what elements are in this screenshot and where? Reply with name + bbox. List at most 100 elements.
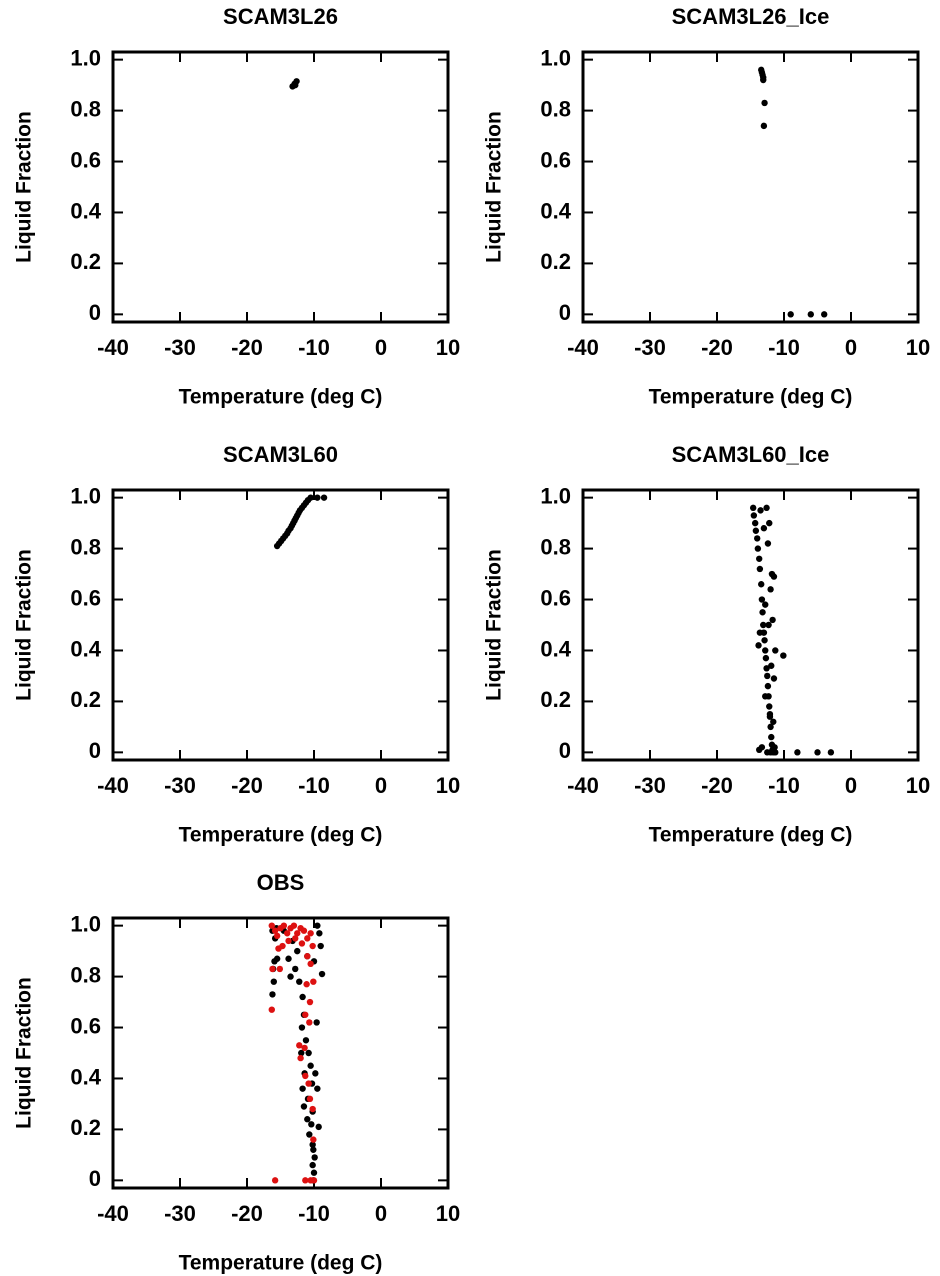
point: [807, 311, 814, 318]
point: [771, 744, 778, 751]
y-tick-label: 0: [89, 300, 101, 325]
point: [320, 494, 328, 501]
y-tick-label: 0.4: [70, 1064, 101, 1089]
y-tick-label: 1.0: [70, 45, 101, 70]
point: [273, 932, 281, 940]
point: [302, 1037, 310, 1044]
x-tick-label: -10: [298, 773, 330, 798]
point: [751, 519, 759, 527]
x-tick-label: -10: [298, 1201, 330, 1226]
point: [308, 1121, 315, 1128]
panel-title: SCAM3L26: [223, 4, 338, 29]
y-tick-label: 0: [89, 1166, 101, 1191]
point: [307, 494, 314, 501]
x-axis-label: Temperature (deg C): [179, 1252, 383, 1275]
point: [284, 930, 291, 937]
point: [304, 1116, 311, 1123]
y-tick-label: 1.0: [540, 45, 571, 70]
point: [302, 1177, 309, 1184]
y-tick-label: 1.0: [70, 483, 101, 508]
point: [749, 504, 757, 512]
point: [314, 922, 321, 929]
y-tick-label: 0.4: [540, 198, 571, 223]
point: [787, 311, 794, 318]
point: [271, 958, 278, 965]
point: [821, 311, 828, 318]
point: [310, 1169, 318, 1176]
point: [302, 1011, 309, 1018]
y-tick-label: 0.4: [70, 198, 101, 223]
y-tick-label: 0: [89, 738, 101, 763]
point: [764, 749, 771, 756]
point: [770, 718, 777, 725]
point: [306, 998, 314, 1006]
point: [304, 935, 311, 942]
x-tick-label: -20: [701, 773, 733, 798]
point: [309, 1105, 316, 1113]
panel: SCAM3L26 -40 -30 -20 -10 0 10 0 0.2 0.4 0.6 0.8 1.0 T…: [13, 4, 461, 409]
point: [309, 942, 316, 950]
y-tick-label: 0.8: [540, 534, 571, 559]
point: [307, 930, 314, 937]
y-tick-label: 0: [559, 300, 571, 325]
point: [311, 1154, 318, 1161]
y-tick-label: 0.8: [70, 962, 101, 987]
point: [314, 1085, 321, 1092]
point: [770, 573, 778, 580]
x-tick-label: -40: [97, 1201, 129, 1226]
point: [754, 535, 761, 542]
point: [763, 504, 770, 512]
point: [762, 654, 770, 662]
point: [766, 519, 773, 527]
panel-title: OBS: [257, 870, 305, 895]
point: [766, 710, 774, 718]
point: [760, 525, 768, 532]
point: [752, 527, 760, 534]
y-tick-label: 0.2: [540, 687, 571, 712]
point: [757, 507, 764, 514]
x-tick-label: 0: [375, 335, 387, 360]
x-tick-label: 10: [436, 773, 460, 798]
y-axis-label: Liquid Fraction: [13, 549, 36, 701]
panel-title: SCAM3L60_Ice: [672, 442, 830, 467]
point: [769, 616, 776, 624]
point: [315, 1123, 322, 1131]
point: [761, 99, 768, 107]
point: [755, 642, 762, 649]
x-axis-label: Temperature (deg C): [179, 386, 383, 409]
point: [300, 927, 308, 934]
y-tick-label: 0.8: [540, 96, 571, 121]
point: [269, 965, 276, 973]
point: [310, 1177, 318, 1184]
point: [814, 749, 821, 756]
point: [750, 512, 758, 519]
point: [767, 723, 774, 731]
point: [762, 647, 769, 654]
y-tick-label: 0.6: [70, 147, 101, 172]
point: [758, 596, 766, 603]
point: [298, 1024, 306, 1031]
point: [268, 1006, 275, 1013]
point: [758, 581, 765, 588]
point: [759, 609, 766, 616]
point: [305, 1080, 312, 1087]
point: [780, 652, 787, 659]
y-tick-label: 0.6: [70, 585, 101, 610]
point: [294, 930, 301, 937]
x-tick-label: 10: [436, 1201, 460, 1226]
point: [756, 565, 764, 573]
x-tick-label: -40: [567, 773, 599, 798]
plot-frame: [111, 50, 450, 324]
y-tick-label: 0.4: [70, 636, 101, 661]
x-tick-label: -30: [164, 773, 196, 798]
point: [772, 647, 779, 654]
point: [772, 749, 779, 756]
x-tick-label: -30: [634, 773, 666, 798]
point: [292, 81, 299, 89]
y-tick-label: 0.2: [70, 687, 101, 712]
point: [304, 953, 311, 960]
panel-title: SCAM3L60: [223, 442, 338, 467]
point: [318, 970, 326, 978]
y-tick-label: 0.6: [540, 147, 571, 172]
